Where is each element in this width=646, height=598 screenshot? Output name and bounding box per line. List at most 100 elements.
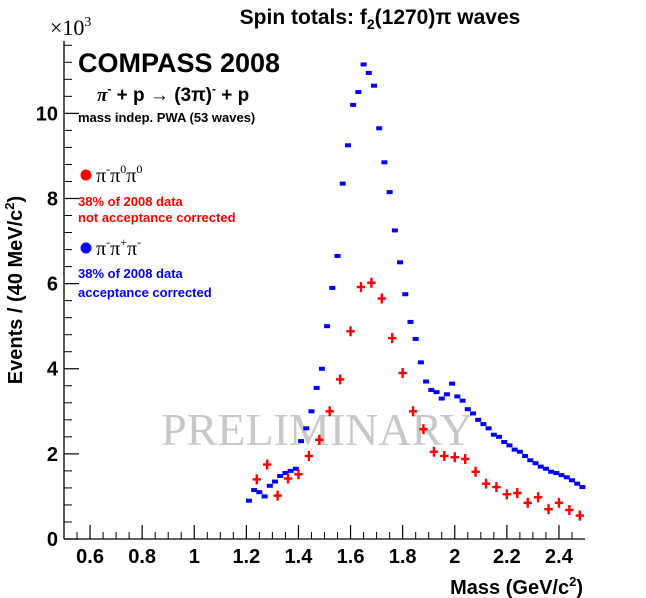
data-point-blue (496, 434, 503, 439)
axes: 0.6 0.8 1 1.2 1.4 1.6 1.8 2 2.2 2.4 0 2 4 6 8 10 (36, 41, 585, 568)
title-subscript: 2 (367, 16, 375, 32)
data-point-blue (516, 449, 523, 454)
y-axis-title-sup: 2 (2, 202, 17, 209)
legend-marker-blue (80, 242, 92, 254)
x-tick-label: 2.2 (493, 546, 521, 568)
data-point-red (335, 374, 345, 385)
y-tick-label: 6 (47, 274, 58, 296)
data-point-blue (475, 417, 482, 422)
data-point-blue (376, 126, 383, 131)
legend-red-s1: - (106, 162, 110, 176)
data-point-blue (308, 409, 315, 414)
reaction-pi-charge: - (107, 82, 111, 96)
x-tick-label: 1 (189, 546, 200, 568)
series-blue (245, 62, 586, 503)
y-tick-label: 8 (47, 188, 58, 210)
data-point-blue (251, 488, 258, 493)
y-axis-title-close: ) (5, 196, 27, 203)
data-point-blue (506, 443, 513, 448)
data-point-blue (298, 439, 305, 444)
data-point-blue (261, 494, 268, 499)
data-point-blue (407, 319, 414, 324)
x-axis-title-sup: 2 (569, 574, 576, 589)
reaction-state: (3π) (174, 85, 212, 106)
data-point-blue (334, 253, 341, 258)
data-point-blue (360, 62, 367, 67)
x-tick-label: 1.6 (337, 546, 365, 568)
data-point-blue (303, 426, 310, 431)
data-point-red (554, 497, 564, 508)
data-point-blue (537, 464, 544, 469)
data-point-blue (402, 292, 409, 297)
data-point-red (575, 510, 584, 521)
data-point-red (419, 424, 428, 435)
y-multiplier: ×103 (50, 15, 91, 40)
legend-note-blue-line1: 38% of 2008 data (78, 266, 184, 281)
data-point-red (533, 492, 543, 503)
reaction-end: + p (216, 85, 249, 106)
data-layer (245, 62, 586, 521)
data-point-blue (459, 398, 466, 403)
data-point-blue (339, 181, 346, 186)
data-point-blue (313, 385, 320, 390)
legend-red-s2: 0 (120, 162, 126, 176)
data-point-blue (256, 490, 263, 495)
data-point-blue (563, 475, 570, 480)
data-point-red (388, 333, 397, 344)
data-point-blue (277, 474, 284, 479)
legend-label-blue: π-π+π- (96, 235, 141, 260)
data-point-red (492, 482, 501, 493)
data-point-blue (548, 469, 555, 474)
x-tick-label: 2.4 (545, 546, 574, 568)
data-point-red (471, 466, 480, 477)
data-point-red (377, 293, 387, 304)
legend-note-blue-line2: acceptance corrected (78, 285, 212, 300)
legend-red-s3: 0 (136, 162, 142, 176)
data-point-blue (282, 471, 289, 476)
y-tick-label: 2 (47, 444, 58, 466)
title-suffix: (1270)π waves (375, 6, 521, 29)
y-axis-title-text: Events / (40 MeV/c (5, 210, 27, 385)
data-point-blue (501, 439, 508, 444)
data-point-red (315, 434, 324, 445)
data-point-blue (324, 324, 331, 329)
data-point-blue (480, 422, 487, 427)
legend-blue-g1: π (96, 238, 106, 260)
x-tick-label: 1.8 (389, 546, 417, 568)
data-point-blue (329, 285, 336, 290)
data-point-red (523, 497, 532, 508)
legend-entry-pi-minus-pi-plus-pi-minus: π-π+π- 38% of 2008 data acceptance corre… (78, 235, 212, 300)
data-point-blue (490, 432, 497, 437)
y-tick-label: 10 (36, 103, 58, 125)
legend-marker-red (80, 169, 92, 181)
data-point-red (460, 453, 470, 464)
data-point-red (304, 451, 314, 461)
y-tick-label: 0 (47, 529, 58, 551)
data-point-blue (553, 471, 560, 476)
data-point-blue (292, 466, 299, 471)
data-point-blue (370, 83, 377, 88)
reaction-pi: π (97, 85, 108, 106)
legend-label-red: π-π0π0 (96, 162, 142, 187)
title-prefix: Spin totals: f (240, 6, 368, 29)
data-point-red (429, 446, 439, 457)
data-point-blue (449, 381, 456, 386)
chart-title: Spin totals: f2(1270)π waves (240, 6, 521, 32)
data-point-blue (423, 379, 430, 384)
legend-note-red-line2: not acceptance corrected (78, 210, 236, 225)
x-tick-label: 0.6 (76, 546, 104, 568)
data-point-blue (344, 143, 351, 148)
data-point-red (325, 406, 334, 417)
data-point-blue (454, 394, 461, 399)
legend-entry-pi-minus-pi0-pi0: π-π0π0 38% of 2008 data not acceptance c… (78, 162, 236, 225)
data-point-blue (568, 478, 575, 483)
x-axis-title-text: Mass (GeV/c (450, 577, 569, 598)
data-point-blue (469, 411, 476, 416)
data-point-red (481, 478, 491, 489)
x-tick-label: 0.8 (128, 546, 156, 568)
x-tick-label: 2 (449, 546, 460, 568)
legend-blue-s2: + (120, 235, 127, 249)
data-point-red (294, 469, 303, 480)
reaction-state-charge: - (212, 82, 216, 96)
legend-red-g2: π (110, 165, 120, 187)
